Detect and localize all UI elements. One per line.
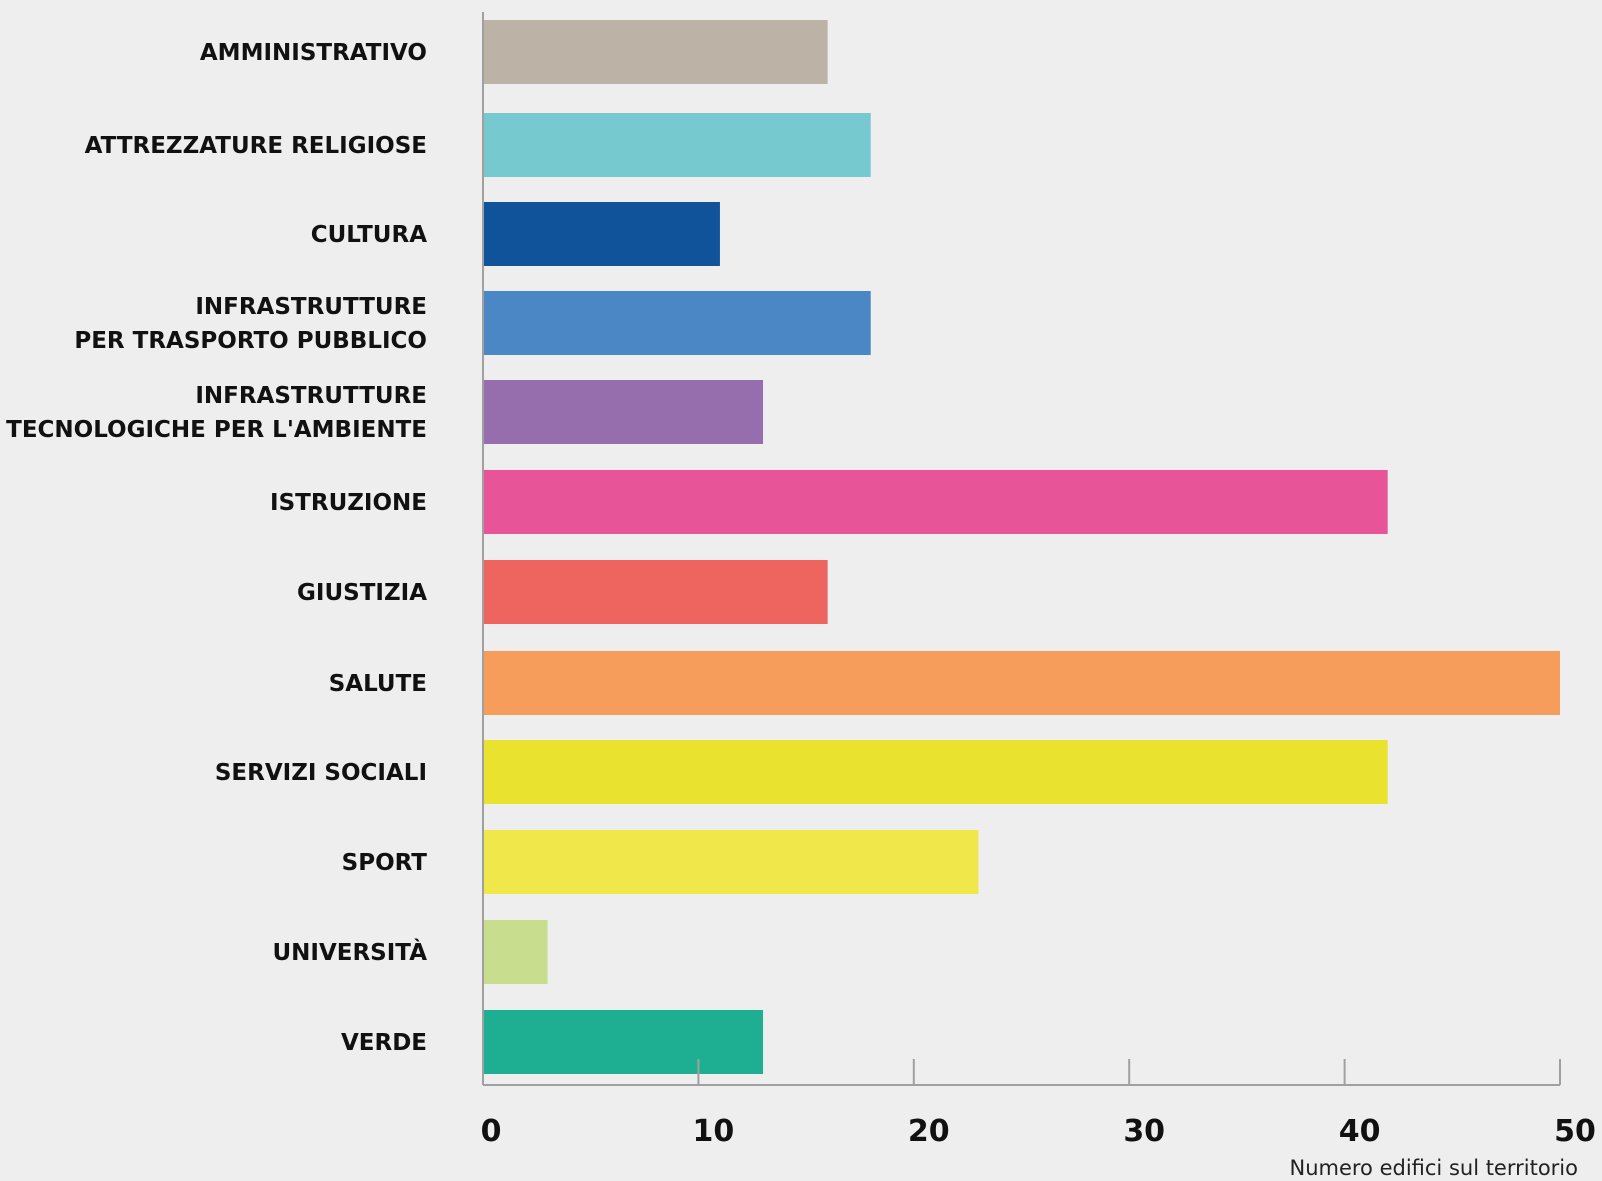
category-label-line: TECNOLOGICHE PER L'AMBIENTE bbox=[6, 417, 427, 443]
bar-7 bbox=[483, 651, 1560, 715]
category-label-line: INFRASTRUTTURE bbox=[195, 294, 427, 320]
category-label-line: SALUTE bbox=[329, 671, 427, 697]
bars-group bbox=[483, 20, 1560, 1074]
bar-6 bbox=[483, 560, 828, 624]
bar-9 bbox=[483, 830, 979, 894]
tick-label-3: 30 bbox=[1123, 1114, 1165, 1149]
bar-0 bbox=[483, 20, 828, 84]
category-label-1: ATTREZZATURE RELIGIOSE bbox=[85, 133, 427, 159]
x-axis-ticks: 0 10 20 30 40 50 bbox=[481, 1059, 1596, 1149]
bar-2 bbox=[483, 202, 720, 266]
category-label-line: SPORT bbox=[342, 850, 428, 876]
bar-1 bbox=[483, 113, 871, 177]
category-label-0: AMMINISTRATIVO bbox=[200, 40, 427, 66]
category-label-line: INFRASTRUTTURE bbox=[195, 383, 427, 409]
bar-3 bbox=[483, 291, 871, 355]
tick-label-2: 20 bbox=[908, 1114, 950, 1149]
category-label-7: SALUTE bbox=[329, 671, 427, 697]
category-label-line: ATTREZZATURE RELIGIOSE bbox=[85, 133, 427, 159]
tick-label-4: 40 bbox=[1339, 1114, 1381, 1149]
x-axis-title: Numero edifici sul territorio bbox=[1289, 1156, 1578, 1180]
category-label-4: INFRASTRUTTURE TECNOLOGICHE PER L'AMBIENT… bbox=[6, 383, 427, 443]
bar-4 bbox=[483, 380, 764, 444]
category-labels: AMMINISTRATIVO ATTREZZATURE RELIGIOSE CULT… bbox=[6, 40, 427, 1056]
category-label-line: AMMINISTRATIVO bbox=[200, 40, 427, 66]
category-label-8: SERVIZI SOCIALI bbox=[215, 760, 427, 786]
category-label-line: UNIVERSITÀ bbox=[272, 938, 427, 966]
category-label-5: ISTRUZIONE bbox=[270, 490, 427, 516]
category-label-line: CULTURA bbox=[311, 222, 427, 248]
bar-11 bbox=[483, 1010, 764, 1074]
category-label-line: PER TRASPORTO PUBBLICO bbox=[74, 328, 427, 354]
tick-label-1: 10 bbox=[693, 1114, 735, 1149]
category-label-9: SPORT bbox=[342, 850, 428, 876]
category-label-line: ISTRUZIONE bbox=[270, 490, 427, 516]
category-label-6: GIUSTIZIA bbox=[297, 580, 427, 606]
category-label-11: VERDE bbox=[341, 1030, 427, 1056]
category-label-2: CULTURA bbox=[311, 222, 427, 248]
tick-label-5: 50 bbox=[1554, 1114, 1596, 1149]
category-label-10: UNIVERSITÀ bbox=[272, 938, 427, 966]
bar-5 bbox=[483, 470, 1388, 534]
bar-10 bbox=[483, 920, 548, 984]
category-label-line: GIUSTIZIA bbox=[297, 580, 427, 606]
bar-8 bbox=[483, 740, 1388, 804]
tick-label-0: 0 bbox=[481, 1114, 502, 1149]
category-label-3: INFRASTRUTTURE PER TRASPORTO PUBBLICO bbox=[74, 294, 427, 354]
category-label-line: SERVIZI SOCIALI bbox=[215, 760, 427, 786]
category-label-line: VERDE bbox=[341, 1030, 427, 1056]
